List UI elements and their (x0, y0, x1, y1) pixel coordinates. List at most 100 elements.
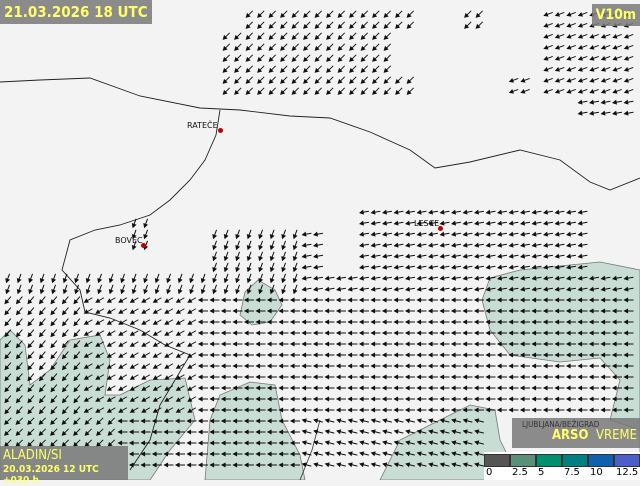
wind-arrow-head (427, 341, 433, 347)
wind-arrow-head (381, 308, 387, 314)
wind-arrow-head (589, 55, 595, 61)
wind-arrow-head (232, 374, 238, 380)
wind-arrow-head (336, 275, 342, 281)
wind-arrow-head (359, 418, 365, 424)
legend-tick: 12.5 (616, 467, 639, 478)
wind-arrow-head (73, 387, 79, 393)
wind-arrow-head (381, 297, 387, 303)
wind-arrow-head (359, 429, 365, 435)
wind-arrow-head (359, 264, 365, 270)
wind-arrow-head (27, 409, 33, 415)
wind-arrow-head (439, 253, 445, 259)
wind-arrow-head (531, 319, 537, 325)
wind-arrow-head (129, 397, 135, 402)
wind-arrow-head (220, 363, 226, 369)
wind-arrow-head (395, 89, 401, 95)
wind-arrow-head (474, 418, 480, 424)
wind-arrow-head (174, 451, 180, 457)
wind-arrow-head (531, 374, 537, 380)
wind-arrow-head (73, 409, 79, 415)
wind-arrow-head (326, 23, 332, 29)
wind-arrow-head (292, 289, 298, 295)
wind-arrow-head (473, 385, 479, 391)
wind-arrow-head (485, 308, 491, 314)
wind-arrow-head (464, 12, 470, 18)
wind-arrow-head (324, 396, 330, 402)
wind-arrow-head (269, 245, 275, 251)
wind-arrow-head (451, 220, 457, 226)
wind-arrow-head (612, 88, 618, 94)
wind-arrow-head (61, 310, 67, 316)
wind-arrow-head (589, 33, 595, 39)
wind-arrow-head (243, 440, 249, 446)
wind-arrow-head (393, 407, 399, 413)
wind-arrow-head (393, 242, 399, 248)
wind-arrow-head (360, 34, 366, 40)
wind-arrow-head (15, 398, 21, 404)
wind-arrow-head (4, 419, 10, 425)
wind-arrow-head (474, 209, 480, 215)
wind-arrow-head (531, 385, 537, 391)
wind-arrow-head (141, 408, 147, 413)
wind-arrow-head (186, 429, 192, 435)
wind-arrow-head (439, 286, 445, 292)
wind-arrow-head (508, 275, 514, 281)
wind-arrow-head (175, 298, 181, 303)
wind-arrow-head (312, 385, 318, 391)
wind-arrow-head (258, 267, 264, 273)
wind-arrow-head (370, 253, 376, 259)
wind-arrow-head (74, 278, 80, 284)
wind-arrow-head (197, 418, 203, 424)
wind-arrow-head (381, 352, 387, 358)
wind-arrow-head (212, 234, 218, 240)
wind-arrow-head (623, 363, 629, 369)
wind-arrow-head (61, 419, 67, 425)
wind-arrow-head (280, 34, 286, 40)
wind-arrow-head (106, 353, 112, 358)
wind-arrow-head (359, 209, 365, 215)
wind-arrow-head (5, 289, 11, 295)
wind-arrow-head (335, 396, 341, 402)
city-marker-ratece (218, 128, 223, 133)
wind-arrow-head (212, 267, 218, 273)
wind-arrow-head (232, 385, 238, 391)
wind-arrow-head (232, 429, 238, 435)
wind-arrow-head (152, 309, 158, 314)
wind-arrow-head (405, 440, 411, 446)
wind-arrow-head (106, 386, 112, 391)
wind-arrow-head (577, 385, 583, 391)
wind-arrow-head (508, 407, 514, 413)
wind-arrow-head (278, 374, 284, 380)
wind-arrow-head (266, 308, 272, 314)
wind-arrow-head (118, 331, 124, 336)
wind-arrow-head (258, 278, 264, 284)
wind-arrow-head (4, 321, 10, 327)
wind-arrow-head (520, 209, 526, 215)
wind-arrow-head (106, 331, 112, 336)
wind-arrow-head (73, 419, 79, 425)
wind-arrow-head (257, 78, 263, 84)
wind-arrow-head (209, 319, 215, 325)
wind-arrow-head (588, 297, 594, 303)
wind-arrow-head (370, 297, 376, 303)
wind-arrow-head (543, 22, 549, 28)
wind-arrow-head (347, 407, 353, 413)
wind-arrow-head (301, 363, 307, 369)
wind-arrow-head (324, 319, 330, 325)
wind-arrow-head (232, 418, 238, 424)
wind-arrow-head (485, 286, 491, 292)
wind-arrow-head (4, 387, 10, 393)
wind-arrow-head (152, 397, 158, 402)
wind-arrow-head (163, 451, 169, 457)
wind-arrow-head (393, 330, 399, 336)
wind-arrow-head (508, 297, 514, 303)
wind-arrow-head (255, 352, 261, 358)
wind-arrow-head (61, 430, 67, 436)
wind-arrow-head (359, 451, 365, 457)
wind-arrow-head (519, 330, 525, 336)
wind-arrow-head (337, 34, 343, 40)
wind-arrow-head (324, 385, 330, 391)
wind-arrow-head (393, 363, 399, 369)
wind-arrow-head (197, 374, 203, 380)
wind-arrow-head (197, 451, 203, 457)
